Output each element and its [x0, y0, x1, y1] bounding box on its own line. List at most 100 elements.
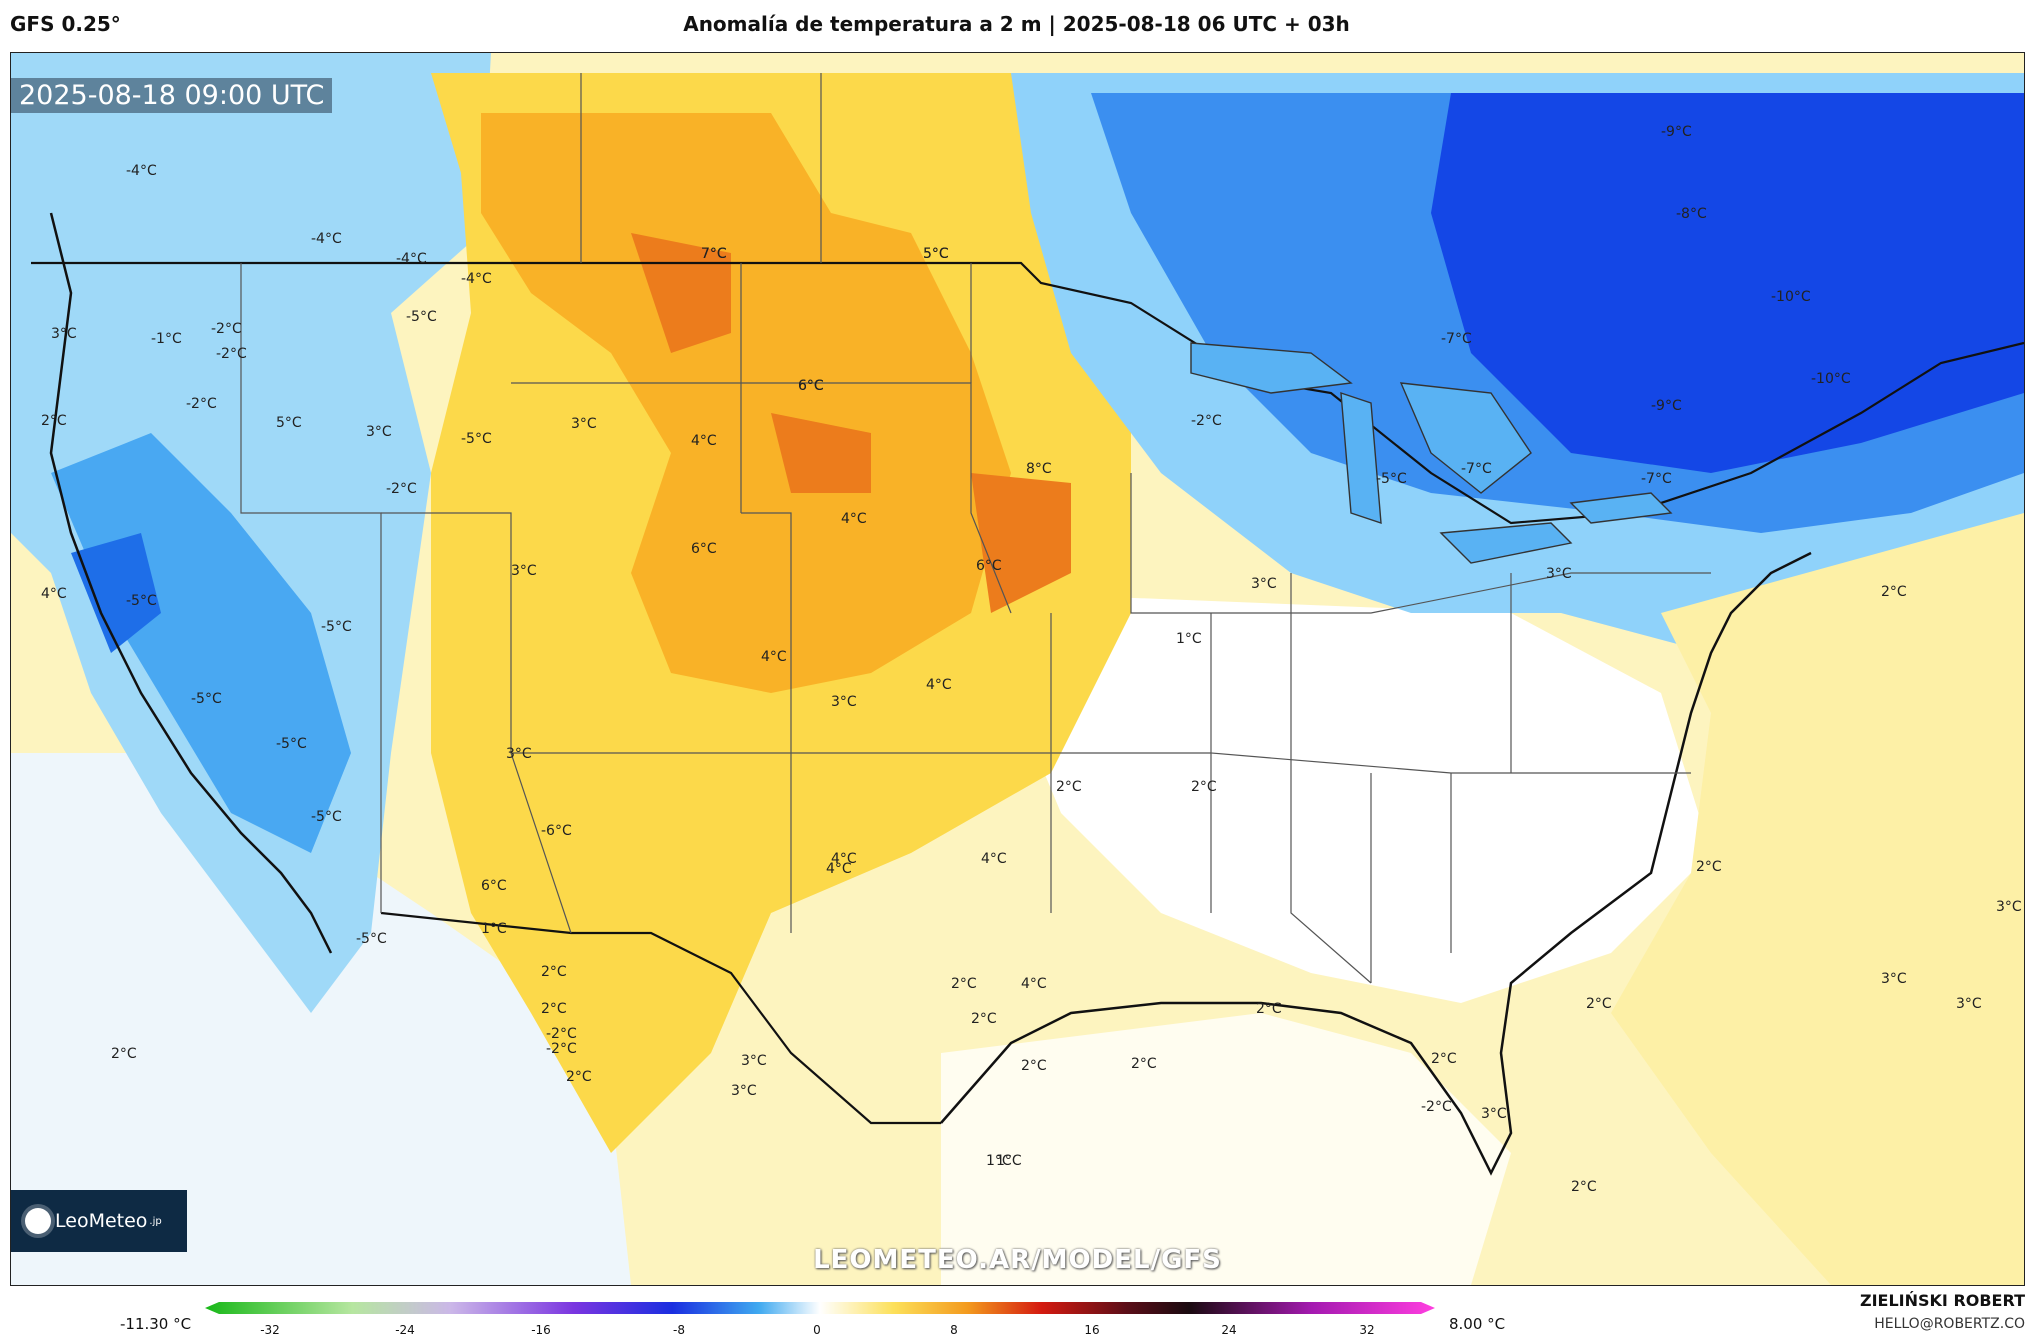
- temperature-label: -5°C: [126, 593, 157, 609]
- temperature-label: 4°C: [1021, 976, 1047, 992]
- temperature-label: -10°C: [1771, 289, 1811, 305]
- colorbar-tick: -32: [260, 1323, 280, 1337]
- temperature-label: 6°C: [481, 878, 507, 894]
- colorbar-tick: -16: [531, 1323, 551, 1337]
- temperature-label: 2°C: [1696, 859, 1722, 875]
- nevada-cold-core: [71, 533, 161, 653]
- valid-time-badge: 2025-08-18 09:00 UTC: [11, 78, 333, 113]
- leometeo-logo[interactable]: LeoMeteo .jp: [11, 1190, 187, 1252]
- temperature-label: -10°C: [1811, 371, 1851, 387]
- temperature-label: 2°C: [541, 1001, 567, 1017]
- sun-icon: [25, 1208, 51, 1234]
- temperature-label: 3°C: [1956, 996, 1982, 1012]
- temperature-label: -2°C: [1191, 413, 1222, 429]
- temperature-label: -5°C: [1376, 471, 1407, 487]
- temperature-label: 2°C: [1431, 1051, 1457, 1067]
- temperature-label: -9°C: [1661, 124, 1692, 140]
- colorbar-max-label: 8.00 °C: [1449, 1315, 1506, 1333]
- temperature-label: 3°C: [511, 563, 537, 579]
- temperature-label: 2°C: [1586, 996, 1612, 1012]
- colorbar-tick: 32: [1359, 1323, 1375, 1337]
- temperature-label: 2°C: [971, 1011, 997, 1027]
- temperature-label: -2°C: [1421, 1099, 1452, 1115]
- nebraska-hot-core: [771, 413, 871, 493]
- temperature-label: 6°C: [798, 378, 824, 394]
- pacific-coastline: [49, 212, 333, 954]
- temperature-label: 1°C: [996, 1153, 1022, 1169]
- colorbar-tick: -24: [395, 1323, 415, 1337]
- colorbar-min-label: -11.30 °C: [120, 1315, 192, 1333]
- temperature-label: 3°C: [1251, 576, 1277, 592]
- temperature-label: 4°C: [761, 649, 787, 665]
- temperature-label: -2°C: [386, 481, 417, 497]
- temperature-label: 2°C: [1056, 779, 1082, 795]
- temperature-label: 2°C: [1021, 1058, 1047, 1074]
- pacific-pale-area: [11, 753, 631, 1285]
- temperature-label: 3°C: [731, 1083, 757, 1099]
- temperature-label: 2°C: [41, 413, 67, 429]
- author-email[interactable]: HELLO@ROBERTZ.CO: [1874, 1316, 2025, 1332]
- temperature-label: 5°C: [923, 246, 949, 262]
- west-cool-area: [11, 53, 491, 1013]
- temperature-label: 4°C: [831, 851, 857, 867]
- author-name: ZIELIŃSKI ROBERT: [1859, 1291, 2025, 1310]
- temperature-label: 7°C: [701, 246, 727, 262]
- temperature-label: -2°C: [546, 1041, 577, 1057]
- temperature-label: -8°C: [1676, 206, 1707, 222]
- temperature-label: 3°C: [831, 694, 857, 710]
- temperature-label: 4°C: [981, 851, 1007, 867]
- temperature-label: -7°C: [1641, 471, 1672, 487]
- temperature-label: -7°C: [1441, 331, 1472, 347]
- temperature-label: -5°C: [321, 619, 352, 635]
- temperature-label: 3°C: [51, 326, 77, 342]
- colorbar-tick: 8: [950, 1323, 958, 1337]
- temperature-label: 3°C: [1881, 971, 1907, 987]
- logo-suffix: .jp: [149, 1215, 162, 1227]
- colorbar-tick: 16: [1084, 1323, 1100, 1337]
- temperature-label: 3°C: [741, 1053, 767, 1069]
- temperature-label: 2°C: [951, 976, 977, 992]
- temperature-label: 6°C: [798, 378, 824, 394]
- temperature-label: 3°C: [1546, 566, 1572, 582]
- temperature-label: -6°C: [541, 823, 572, 839]
- temperature-label: -9°C: [1651, 398, 1682, 414]
- plains-hot-area: [481, 113, 1011, 693]
- temperature-label: -5°C: [461, 431, 492, 447]
- temperature-label: 2°C: [1256, 1001, 1282, 1017]
- colorbar-tick: 24: [1221, 1323, 1237, 1337]
- temperature-label: -5°C: [191, 691, 222, 707]
- temperature-label: 4°C: [926, 677, 952, 693]
- temperature-label: 3°C: [1481, 1106, 1507, 1122]
- temperature-label: 2°C: [541, 964, 567, 980]
- colorbar-tick: 0: [813, 1323, 821, 1337]
- temperature-label: 6°C: [976, 558, 1002, 574]
- temperature-label: 1°C: [986, 1153, 1012, 1169]
- temperature-label: -2°C: [186, 396, 217, 412]
- colorbar: -11.30 °C -32 -24 -16: [0, 1290, 2033, 1339]
- temperature-label: 4°C: [841, 511, 867, 527]
- gulf-atlantic-coastline: [940, 551, 1812, 1176]
- temperature-label: 4°C: [691, 433, 717, 449]
- site-watermark: LEOMETEO.AR/MODEL/GFS: [813, 1245, 1222, 1275]
- temperature-label: 2°C: [566, 1069, 592, 1085]
- temperature-label: -4°C: [396, 251, 427, 267]
- temperature-label: 4°C: [41, 586, 67, 602]
- temperature-label: -2°C: [546, 1026, 577, 1042]
- temperature-label: 2°C: [1131, 1056, 1157, 1072]
- temperature-label: -5°C: [311, 809, 342, 825]
- temperature-label: 1°C: [1176, 631, 1202, 647]
- temperature-label: -1°C: [151, 331, 182, 347]
- temperature-label: -4°C: [311, 231, 342, 247]
- temperature-label: -7°C: [1461, 461, 1492, 477]
- colorbar-gradient: [205, 1302, 1435, 1314]
- temperature-label: 6°C: [691, 541, 717, 557]
- value-labels-layer: -4°C -4°C -4°C -4°C -5°C -2°C 3°C -1°C -2°C 2°C -2…: [41, 124, 2022, 1195]
- temperature-label: 5°C: [276, 415, 302, 431]
- temperature-label: 3°C: [1996, 899, 2022, 915]
- map-canvas: [11, 53, 2024, 1285]
- temperature-label: 2°C: [1571, 1179, 1597, 1195]
- temperature-label: 2°C: [1881, 584, 1907, 600]
- temperature-label: 3°C: [366, 424, 392, 440]
- quebec-deep-cold-area: [1431, 93, 2024, 473]
- temperature-label: 3°C: [506, 746, 532, 762]
